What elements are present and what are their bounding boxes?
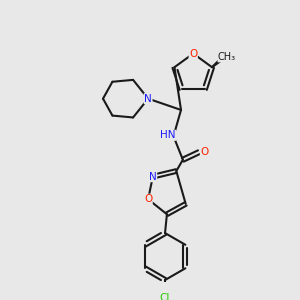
Text: O: O [200, 147, 208, 157]
Text: HN: HN [160, 130, 176, 140]
Text: Cl: Cl [160, 293, 170, 300]
Text: O: O [144, 194, 152, 204]
Text: N: N [149, 172, 157, 182]
Text: O: O [189, 49, 197, 58]
Text: N: N [144, 94, 152, 104]
Text: CH₃: CH₃ [218, 52, 236, 62]
